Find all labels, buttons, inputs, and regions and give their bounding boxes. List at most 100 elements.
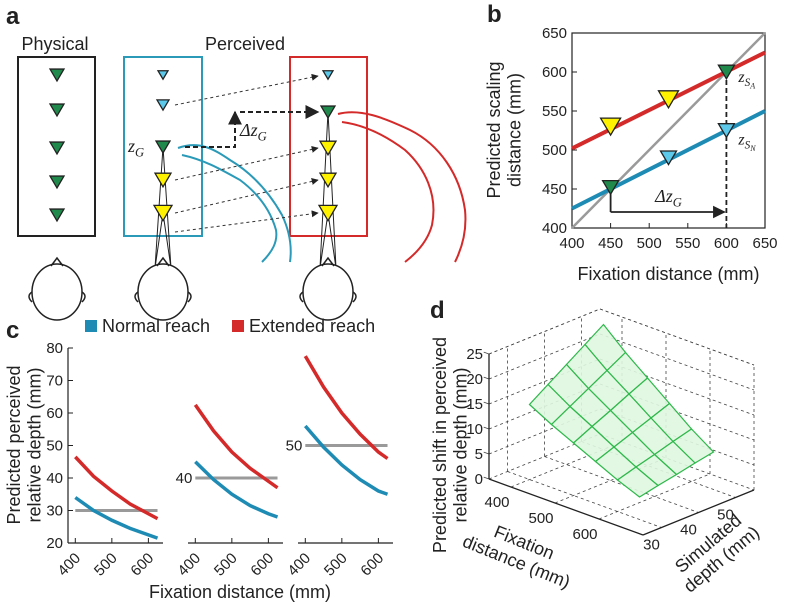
mapping-arrow <box>174 210 319 233</box>
x-tick-label: 600 <box>357 550 387 580</box>
z-tick-label: 10 <box>466 421 483 438</box>
y-tick-label: 20 <box>46 535 63 552</box>
triangle-marker <box>319 105 337 120</box>
perceived-extended-box <box>289 56 368 237</box>
z-tick <box>483 351 490 355</box>
data-line <box>74 455 159 521</box>
scaling-label-subsub: A <box>749 81 755 90</box>
triangle-marker <box>318 172 338 189</box>
panel-letter: d <box>430 297 445 324</box>
arm-normal <box>177 144 292 263</box>
x-axis <box>488 478 644 536</box>
triangle-marker <box>48 141 66 156</box>
y-axis-label-line: Predicted perceived <box>4 365 24 524</box>
z-tick <box>483 451 490 455</box>
panel-letter: c <box>6 317 19 344</box>
y-tick-label: 600 <box>542 64 567 81</box>
data-line <box>303 355 389 460</box>
legend-swatch <box>85 320 97 332</box>
y-tick-label: 30 <box>46 503 63 520</box>
arm-normal <box>181 154 278 263</box>
z-tick <box>483 401 490 405</box>
z-tick-label: 5 <box>475 446 483 463</box>
y-tick-label: 50 <box>717 507 734 524</box>
plot-frame <box>571 32 766 229</box>
y-tick-label: 30 <box>643 537 660 554</box>
scaling-label-subsub: N <box>749 144 756 153</box>
head-detail <box>28 256 86 303</box>
x-axis-label: Fixation distance (mm) <box>149 582 331 602</box>
panel-a: Physical Perceived <box>17 34 467 321</box>
scaling-label: zSN <box>737 132 756 153</box>
x-tick-label: 600 <box>127 550 157 580</box>
grid-line <box>510 441 623 488</box>
head <box>137 263 189 321</box>
z-tick-label: 0 <box>475 471 483 488</box>
y-tick-label: 650 <box>542 25 567 42</box>
triangle-marker <box>48 68 66 83</box>
y-tick-label: 400 <box>542 220 567 237</box>
data-line <box>194 460 279 519</box>
x-axis-label: Fixationdistance (mm) <box>460 512 581 592</box>
box-edge <box>488 308 601 355</box>
y-tick-label: 70 <box>46 373 63 390</box>
z-axis-label-line: relative depth (mm) <box>451 367 471 522</box>
shift-label-sub: G <box>258 130 267 144</box>
z-tick-label: 25 <box>466 346 483 363</box>
triangle-marker <box>48 103 66 118</box>
fixation-label-sub: G <box>135 146 144 160</box>
triangle-marker <box>717 64 736 81</box>
x-tick-label: 400 <box>174 550 204 580</box>
physical-label: Physical <box>21 34 88 54</box>
fixation-label-base: z <box>127 136 135 156</box>
scaling-label-base: z <box>737 69 745 86</box>
shift-label-base: Δz <box>239 120 258 140</box>
y-axis-label-line: Predicted scaling <box>484 61 504 198</box>
y-axis-label: Predicted scalingdistance (mm) <box>484 61 525 198</box>
y-tick-label: 40 <box>680 522 697 539</box>
scaling-label-sub: S <box>745 77 751 89</box>
panel-letter: a <box>6 3 20 30</box>
z-tick <box>483 476 490 480</box>
perceived-label: Perceived <box>205 34 285 54</box>
sight-lines <box>319 111 337 269</box>
x-tick-label: 400 <box>559 235 584 252</box>
x-tick-label: 650 <box>752 235 777 252</box>
z-axis-label: Predicted shift in perceivedrelative dep… <box>430 337 471 553</box>
physical-box <box>17 56 96 237</box>
z-tick-label: 15 <box>466 396 483 413</box>
mapping-arrow <box>174 145 319 181</box>
shift-arrow <box>185 110 242 148</box>
triangle-marker <box>48 208 66 223</box>
head <box>31 263 83 321</box>
reference-label: 40 <box>176 470 193 487</box>
triangle-marker <box>321 70 335 81</box>
triangle-marker <box>153 172 173 189</box>
x-tick-label: 500 <box>321 550 351 580</box>
data-line <box>74 496 159 540</box>
triangle-marker <box>659 150 678 166</box>
grid-line <box>554 457 667 504</box>
triangle-marker <box>318 140 338 157</box>
panel-letter: b <box>487 1 502 28</box>
mapping-arrow <box>174 178 319 214</box>
head <box>302 263 354 321</box>
x-tick-label: 500 <box>91 550 121 580</box>
x-tick-label: 500 <box>211 550 241 580</box>
triangle-marker <box>154 140 172 155</box>
x-tick-label: 500 <box>637 235 662 252</box>
x-axis-label: Fixation distance (mm) <box>577 264 759 284</box>
y-tick-label: 450 <box>542 181 567 198</box>
triangle-marker <box>152 204 174 222</box>
mapping-arrow <box>174 73 319 106</box>
arm-extended <box>337 111 467 263</box>
z-tick <box>483 376 490 380</box>
y-axis-label-line: relative depth (mm) <box>25 367 45 522</box>
y-axis-label: Predicted perceivedrelative depth (mm) <box>4 365 45 524</box>
z-tick <box>483 426 490 430</box>
data-line <box>193 403 279 490</box>
x-tick-label: 600 <box>572 526 597 543</box>
triangle-marker <box>317 204 339 222</box>
